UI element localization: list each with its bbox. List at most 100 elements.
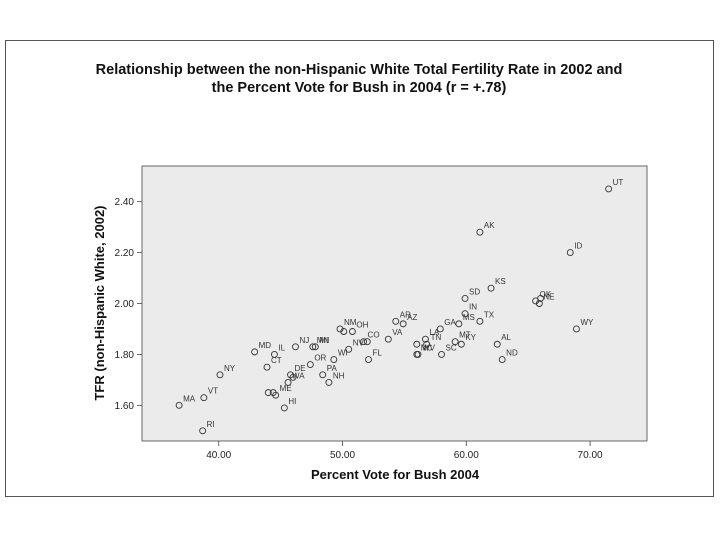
data-points: UT AK ID KS OK SD NE IN TX WY AR MS GA AZ NM OH NJ MN MD MI… (175, 178, 624, 435)
point-label: VT (208, 387, 218, 396)
data-point (487, 284, 495, 292)
y-tick-label: 1.60 (115, 401, 135, 412)
data-point (345, 345, 353, 353)
point-label: IN (469, 303, 477, 312)
point-label: NJ (299, 336, 309, 345)
point-label: MI (319, 336, 328, 345)
point-label: AL (501, 333, 511, 342)
data-point (289, 373, 297, 381)
point-label: NC (421, 343, 433, 352)
point-label: KY (465, 333, 476, 342)
data-point (476, 228, 484, 236)
chart-title-line-1: Relationship between the non-Hispanic Wh… (96, 62, 623, 78)
scatter-chart: Relationship between the non-Hispanic Wh… (92, 62, 648, 482)
data-point (498, 356, 506, 363)
point-label: NM (344, 318, 357, 327)
data-point (360, 338, 368, 346)
data-point (309, 343, 317, 351)
point-label: UT (613, 178, 624, 187)
data-point (200, 394, 208, 402)
point-label: MD (259, 341, 272, 350)
data-point (414, 350, 422, 358)
point-label: SC (446, 343, 457, 352)
data-point (392, 317, 400, 325)
point-label: SD (469, 287, 480, 296)
data-point (438, 350, 445, 358)
point-label: RI (207, 420, 215, 429)
point-label: KS (495, 277, 506, 286)
data-point (216, 371, 224, 379)
data-point (461, 310, 469, 318)
data-point (413, 340, 421, 348)
data-point (319, 371, 327, 379)
data-point (493, 340, 501, 348)
point-label: ME (280, 384, 292, 393)
point-label: VA (392, 328, 403, 337)
x-tick-label: 50.00 (330, 450, 355, 461)
y-tick-label: 2.00 (115, 299, 135, 310)
x-tick-label: 60.00 (454, 450, 479, 461)
point-label: MA (183, 394, 196, 403)
data-point (537, 294, 545, 302)
data-point (330, 356, 338, 363)
point-label: GA (444, 318, 456, 327)
data-point (340, 328, 348, 335)
point-label: AR (400, 310, 411, 319)
data-point (292, 343, 299, 351)
data-point (605, 185, 613, 193)
x-axis-label: Percent Vote for Bush 2004 (311, 467, 480, 482)
point-label: CO (368, 331, 380, 340)
data-point (476, 317, 484, 325)
point-label: MT (459, 331, 471, 340)
point-label: ID (574, 242, 582, 251)
point-label: NV (353, 338, 365, 347)
y-tick-label: 2.40 (115, 197, 135, 208)
point-label: HI (288, 397, 296, 406)
data-point (572, 325, 580, 333)
point-label: WV (422, 343, 436, 352)
point-label: DE (295, 364, 306, 373)
y-tick-label: 2.20 (115, 248, 135, 259)
chart-frame: Relationship between the non-Hispanic Wh… (5, 40, 714, 497)
point-label: FL (373, 349, 383, 358)
data-point (264, 389, 272, 397)
data-point (457, 340, 465, 348)
point-label: NE (543, 293, 554, 302)
data-point (270, 350, 278, 358)
data-point (535, 300, 543, 307)
data-point (421, 335, 429, 343)
point-label: OH (356, 321, 368, 330)
data-point (384, 335, 392, 343)
data-point (399, 320, 407, 328)
point-label: WA (292, 371, 305, 380)
data-point (461, 294, 469, 302)
point-label: NY (224, 364, 236, 373)
x-tick-label: 40.00 (206, 450, 231, 461)
data-point (348, 328, 356, 335)
chart-title-line-2: the Percent Vote for Bush in 2004 (r = +… (212, 80, 507, 96)
data-point (306, 361, 314, 369)
data-point (566, 249, 574, 257)
point-label: OR (314, 354, 326, 363)
point-label: TN (431, 333, 442, 342)
data-point (423, 340, 431, 348)
point-label: WY (580, 318, 594, 327)
point-label: OK (540, 290, 552, 299)
point-label: TX (484, 310, 495, 319)
point-label: WI (338, 349, 348, 358)
data-point (451, 338, 459, 346)
data-point (251, 348, 259, 356)
point-label: PA (327, 364, 338, 373)
point-label: IL (278, 343, 285, 352)
point-label: NH (333, 371, 345, 380)
data-point (280, 404, 288, 412)
point-label: LA (429, 328, 439, 337)
point-label: CT (271, 356, 282, 365)
data-point (455, 320, 463, 328)
y-axis-label: TFR (non-Hispanic White, 2002) (92, 205, 107, 400)
point-label: AZ (407, 313, 417, 322)
point-label: MN (317, 336, 330, 345)
point-label: MS (463, 313, 475, 322)
point-label: ND (506, 349, 518, 358)
data-point (284, 378, 292, 386)
